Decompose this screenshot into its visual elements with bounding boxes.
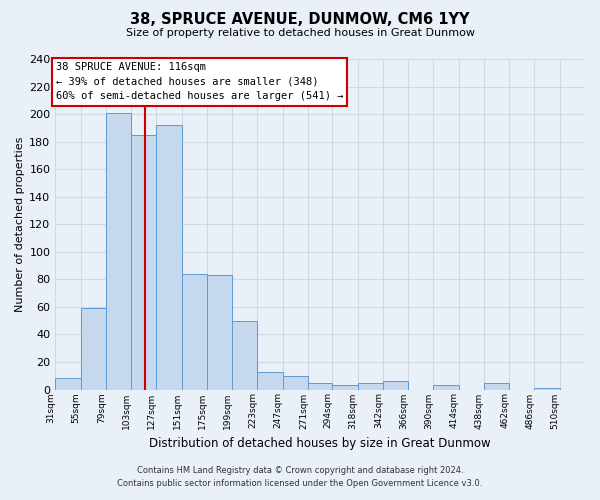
Text: Size of property relative to detached houses in Great Dunmow: Size of property relative to detached ho… <box>125 28 475 38</box>
Bar <box>257 372 283 390</box>
Y-axis label: Number of detached properties: Number of detached properties <box>15 136 25 312</box>
Bar <box>383 382 408 390</box>
Bar <box>283 376 308 390</box>
Bar <box>106 112 131 390</box>
Bar <box>182 274 207 390</box>
Bar <box>131 134 157 390</box>
Text: Contains HM Land Registry data © Crown copyright and database right 2024.
Contai: Contains HM Land Registry data © Crown c… <box>118 466 482 487</box>
Bar <box>308 382 332 390</box>
Bar <box>232 320 257 390</box>
X-axis label: Distribution of detached houses by size in Great Dunmow: Distribution of detached houses by size … <box>149 437 491 450</box>
Bar <box>484 382 509 390</box>
Bar <box>358 382 383 390</box>
Bar <box>332 386 358 390</box>
Bar <box>157 125 182 390</box>
Text: 38 SPRUCE AVENUE: 116sqm
← 39% of detached houses are smaller (348)
60% of semi-: 38 SPRUCE AVENUE: 116sqm ← 39% of detach… <box>56 62 343 102</box>
Text: 38, SPRUCE AVENUE, DUNMOW, CM6 1YY: 38, SPRUCE AVENUE, DUNMOW, CM6 1YY <box>130 12 470 28</box>
Bar <box>55 378 80 390</box>
Bar <box>207 275 232 390</box>
Bar <box>433 386 458 390</box>
Bar <box>80 308 106 390</box>
Bar <box>535 388 560 390</box>
